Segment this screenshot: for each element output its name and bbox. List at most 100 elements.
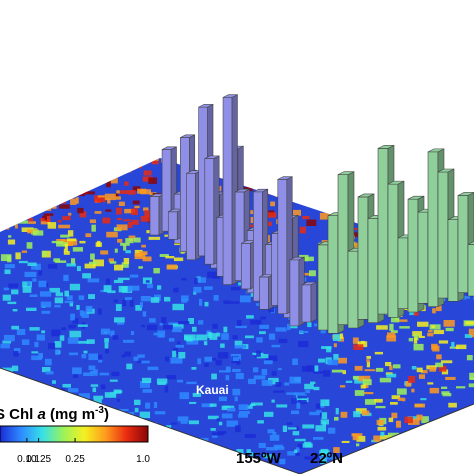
map-cell — [260, 179, 267, 183]
map-cell — [26, 242, 33, 249]
map-cell — [391, 412, 398, 419]
colorbar-tick-label: 1.0 — [136, 454, 150, 465]
map-cell — [79, 310, 84, 317]
map-cell — [26, 307, 37, 311]
map-cell — [45, 371, 54, 375]
map-cell — [411, 446, 424, 453]
bar-series2-6-top — [377, 145, 395, 149]
map-cell — [306, 365, 316, 372]
map-cell — [129, 299, 134, 307]
map-cell — [18, 206, 30, 214]
map-cell — [120, 190, 129, 194]
map-cell — [131, 219, 139, 225]
map-cell — [296, 402, 301, 409]
map-cell — [126, 363, 133, 370]
map-cell — [151, 423, 159, 429]
map-cell — [192, 326, 197, 332]
map-cell — [130, 162, 142, 169]
map-cell — [469, 372, 474, 380]
map-cell — [124, 351, 131, 357]
map-cell — [220, 343, 225, 348]
map-cell — [140, 296, 151, 302]
map-cell — [104, 392, 117, 398]
map-cell — [362, 457, 368, 464]
map-cell — [304, 158, 317, 164]
map-cell — [271, 344, 281, 348]
map-cell — [254, 182, 266, 187]
colorbar-tick-label: 0.25 — [65, 454, 85, 465]
map-cell — [215, 359, 222, 366]
map-cell — [15, 252, 21, 260]
map-cell — [306, 219, 317, 226]
map-cell — [13, 351, 19, 357]
map-cell — [123, 339, 135, 343]
map-cell — [45, 467, 54, 471]
map-cell — [416, 414, 423, 421]
map-cell — [397, 397, 403, 401]
map-cell — [52, 468, 62, 471]
map-cell — [35, 263, 41, 270]
map-cell — [232, 388, 241, 396]
bar-series2-15-front — [467, 244, 474, 297]
map-cell — [204, 286, 213, 290]
map-cell — [40, 301, 52, 308]
map-cell — [200, 453, 204, 458]
map-cell — [98, 308, 102, 315]
map-cell — [464, 334, 472, 338]
map-cell — [356, 181, 360, 185]
map-cell — [299, 226, 306, 234]
map-cell — [8, 283, 19, 288]
map-cell — [315, 152, 322, 155]
map-cell — [333, 447, 340, 453]
map-cell — [56, 449, 63, 452]
map-cell — [278, 338, 288, 343]
map-cell — [320, 399, 330, 407]
map-cell — [107, 445, 118, 452]
map-cell — [332, 175, 337, 180]
map-cell — [246, 449, 251, 454]
map-cell — [106, 231, 118, 238]
map-cell — [48, 343, 56, 350]
map-cell — [263, 360, 273, 365]
map-cell — [315, 403, 321, 409]
map-cell — [133, 356, 139, 361]
bar-series2-7-front — [387, 183, 399, 318]
map-cell — [59, 204, 70, 209]
map-cell — [142, 256, 152, 262]
map-cell — [432, 452, 440, 456]
map-cell — [146, 324, 158, 331]
map-cell — [117, 277, 130, 281]
map-cell — [375, 406, 386, 409]
map-cell — [436, 466, 444, 469]
map-cell — [153, 402, 158, 408]
map-cell — [216, 332, 221, 337]
map-cell — [114, 248, 118, 253]
map-cell — [263, 180, 271, 183]
map-cell — [86, 445, 91, 452]
map-cell — [162, 443, 170, 449]
map-cell — [149, 318, 156, 323]
map-cell — [443, 320, 455, 327]
map-cell — [297, 400, 307, 405]
map-cell — [316, 410, 322, 413]
map-cell — [29, 294, 38, 297]
map-cell — [307, 179, 313, 182]
map-cell — [464, 158, 473, 159]
map-cell — [207, 415, 219, 420]
map-cell — [296, 447, 300, 453]
map-cell — [34, 341, 39, 348]
map-cell — [14, 348, 21, 353]
map-cell — [245, 335, 254, 339]
map-cell — [40, 205, 52, 211]
map-cell — [31, 355, 42, 361]
map-cell — [139, 381, 150, 388]
map-cell — [375, 453, 384, 456]
map-cell — [256, 167, 261, 172]
map-cell — [113, 389, 122, 394]
map-cell — [286, 392, 298, 395]
map-cell — [216, 418, 220, 422]
map-cell — [407, 416, 420, 420]
map-cell — [164, 356, 170, 362]
map-cell — [409, 160, 414, 166]
map-cell — [210, 428, 216, 431]
